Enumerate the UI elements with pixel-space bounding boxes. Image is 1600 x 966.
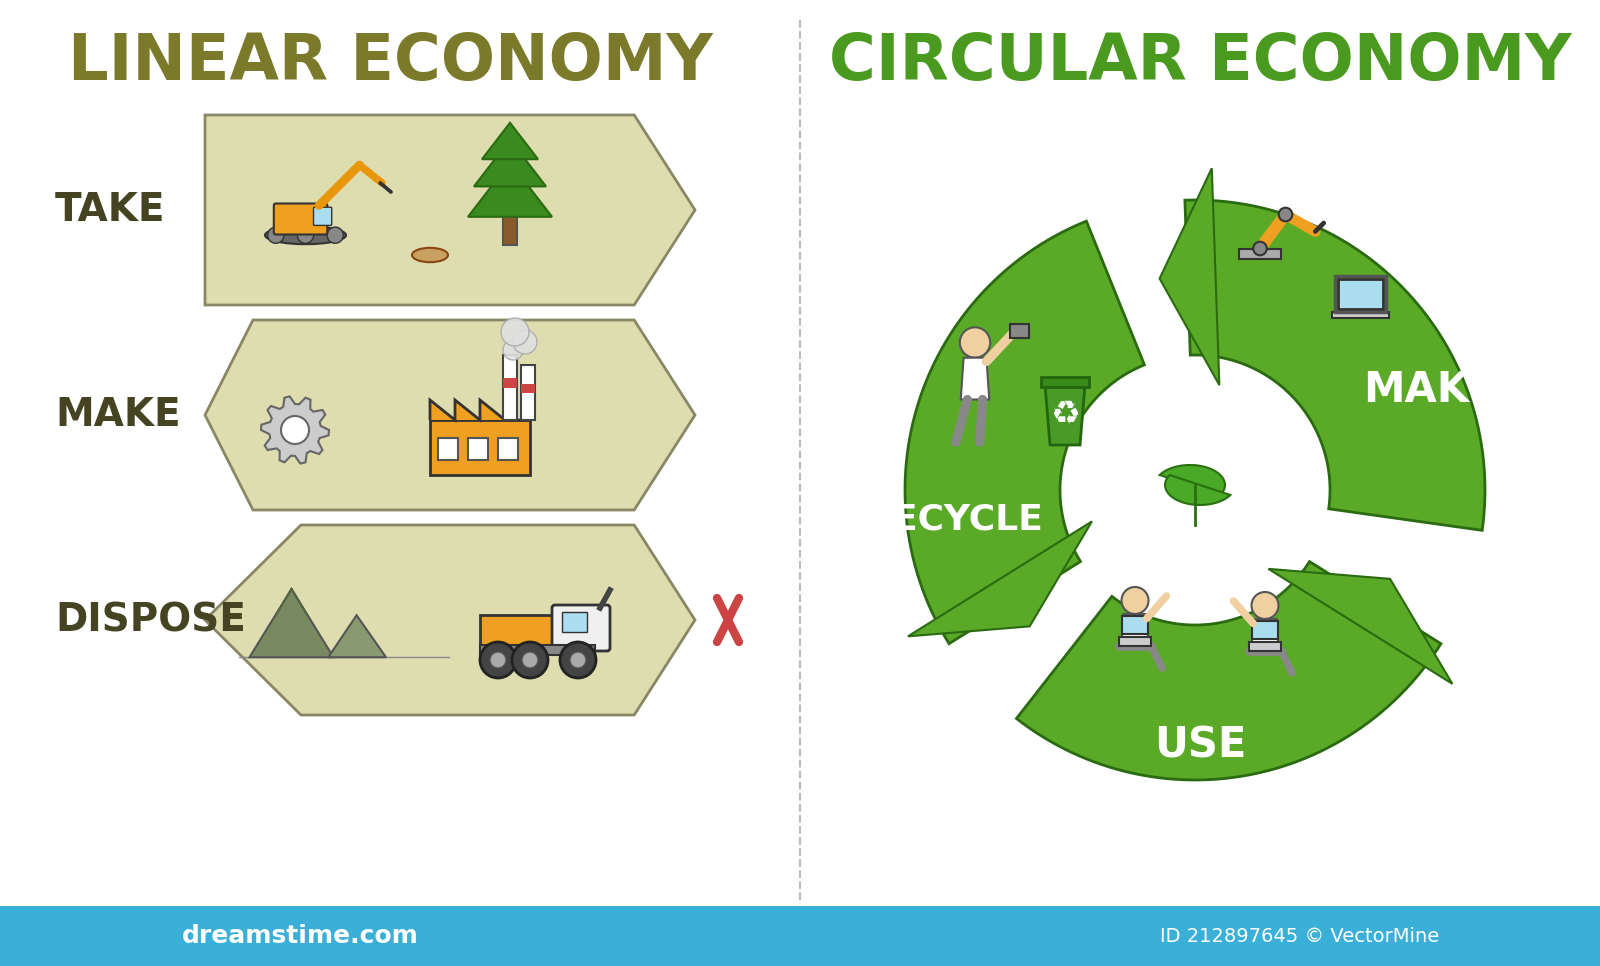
Polygon shape (467, 162, 552, 216)
Bar (0, 906, 1600, 966)
Circle shape (570, 652, 586, 668)
Polygon shape (1269, 569, 1453, 684)
Text: ♻: ♻ (1050, 399, 1080, 432)
Circle shape (1122, 587, 1149, 614)
Bar (522, 384, 534, 392)
Circle shape (502, 340, 523, 360)
Bar (522, 365, 534, 420)
Bar (1118, 637, 1152, 645)
Bar (438, 438, 458, 460)
Polygon shape (1160, 465, 1226, 495)
Text: MAKE: MAKE (1363, 369, 1498, 411)
Bar (1042, 377, 1090, 387)
Circle shape (1251, 592, 1278, 619)
Polygon shape (1251, 619, 1278, 650)
Bar (502, 355, 517, 420)
Bar (467, 438, 488, 460)
Circle shape (960, 327, 990, 357)
Bar (430, 420, 530, 475)
Bar (502, 205, 517, 245)
Circle shape (282, 416, 309, 444)
Text: TAKE: TAKE (54, 191, 165, 229)
FancyBboxPatch shape (552, 605, 610, 651)
Circle shape (1253, 242, 1267, 255)
Circle shape (560, 642, 595, 678)
Bar (498, 438, 518, 460)
Bar (1238, 248, 1282, 259)
Text: ID 212897645 © VectorMine: ID 212897645 © VectorMine (1160, 926, 1440, 946)
Polygon shape (1016, 561, 1442, 780)
Polygon shape (250, 589, 333, 657)
Circle shape (522, 652, 538, 668)
Circle shape (1278, 208, 1293, 221)
Bar (1253, 621, 1278, 639)
Bar (480, 645, 595, 655)
Polygon shape (1186, 200, 1485, 530)
Polygon shape (1160, 168, 1219, 385)
Text: dreamstime.com: dreamstime.com (181, 924, 419, 948)
Bar (1331, 311, 1389, 318)
Bar (1334, 275, 1386, 311)
Polygon shape (480, 615, 555, 648)
Polygon shape (205, 115, 694, 305)
Bar (1248, 641, 1282, 650)
Polygon shape (482, 123, 538, 159)
Polygon shape (907, 522, 1091, 637)
Polygon shape (1122, 614, 1149, 645)
Circle shape (326, 227, 344, 243)
Bar (1123, 615, 1147, 634)
Polygon shape (906, 221, 1144, 643)
Polygon shape (1045, 385, 1085, 445)
Polygon shape (205, 525, 694, 715)
Ellipse shape (266, 226, 346, 244)
Circle shape (267, 227, 283, 243)
Ellipse shape (413, 248, 448, 262)
Text: MAKE: MAKE (54, 396, 181, 434)
Polygon shape (1165, 475, 1230, 505)
Circle shape (501, 318, 530, 346)
Bar (502, 378, 517, 387)
Circle shape (512, 642, 547, 678)
Bar (562, 612, 587, 632)
Polygon shape (430, 400, 530, 420)
Polygon shape (474, 140, 546, 186)
Bar (1010, 324, 1029, 338)
Bar (1338, 278, 1382, 308)
Text: RECYCLE: RECYCLE (866, 503, 1043, 537)
Circle shape (514, 330, 538, 354)
Polygon shape (205, 320, 694, 510)
Text: USE: USE (1154, 724, 1246, 766)
Circle shape (480, 642, 515, 678)
FancyBboxPatch shape (314, 207, 331, 225)
Polygon shape (261, 396, 330, 464)
Polygon shape (960, 357, 989, 400)
Text: CIRCULAR ECONOMY: CIRCULAR ECONOMY (829, 31, 1571, 93)
Polygon shape (328, 615, 386, 657)
Text: LINEAR ECONOMY: LINEAR ECONOMY (67, 31, 712, 93)
Text: DISPOSE: DISPOSE (54, 601, 246, 639)
Circle shape (298, 227, 314, 243)
Circle shape (490, 652, 506, 668)
FancyBboxPatch shape (274, 204, 328, 235)
